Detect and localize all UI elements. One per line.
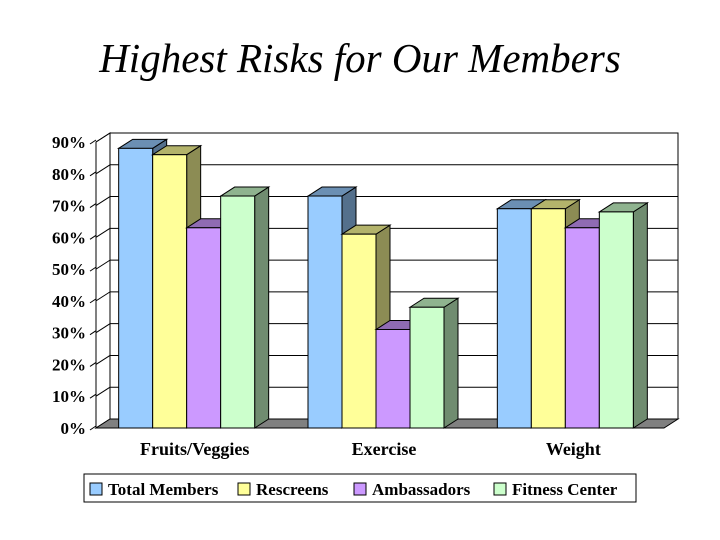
x-category-label: Exercise bbox=[352, 439, 417, 459]
bar bbox=[118, 147, 154, 429]
legend-swatch bbox=[493, 482, 507, 496]
gridline-side bbox=[95, 386, 111, 397]
gridline-side bbox=[95, 259, 111, 270]
y-tick-mark bbox=[89, 171, 97, 177]
x-category-label: Weight bbox=[546, 439, 601, 459]
y-tick-label: 70% bbox=[52, 197, 86, 216]
bar bbox=[564, 227, 600, 429]
bar bbox=[496, 208, 532, 429]
y-tick-label: 50% bbox=[52, 260, 86, 279]
bar-side bbox=[254, 186, 270, 429]
y-tick-label: 90% bbox=[52, 133, 86, 152]
y-tick-mark bbox=[89, 298, 97, 304]
bar bbox=[530, 208, 566, 429]
bar-side bbox=[443, 297, 459, 429]
legend-label: Fitness Center bbox=[512, 480, 618, 499]
plot-side-wall bbox=[95, 132, 111, 429]
y-tick-mark bbox=[89, 330, 97, 336]
gridline-side bbox=[95, 227, 111, 238]
y-tick-label: 10% bbox=[52, 387, 86, 406]
gridline-side bbox=[95, 164, 111, 175]
legend-label: Ambassadors bbox=[372, 480, 471, 499]
chart-title: Highest Risks for Our Members bbox=[99, 35, 621, 81]
bar bbox=[220, 195, 256, 429]
y-tick-mark bbox=[89, 425, 97, 431]
gridline-side bbox=[95, 355, 111, 365]
bar bbox=[341, 233, 377, 429]
y-tick-label: 20% bbox=[52, 355, 86, 374]
legend-swatch bbox=[237, 482, 251, 496]
gridline-side bbox=[95, 196, 111, 206]
legend-label: Total Members bbox=[108, 480, 219, 499]
x-category-label: Fruits/Veggies bbox=[140, 439, 249, 459]
y-tick-label: 0% bbox=[61, 419, 87, 438]
bar bbox=[152, 154, 188, 429]
legend-swatch bbox=[353, 482, 367, 496]
y-tick-mark bbox=[89, 139, 97, 145]
y-tick-mark bbox=[89, 393, 97, 399]
y-tick-mark bbox=[89, 234, 97, 240]
bar bbox=[409, 306, 445, 429]
bar bbox=[186, 227, 222, 429]
gridline-side bbox=[95, 323, 111, 334]
legend-swatch bbox=[89, 482, 103, 496]
bar-side bbox=[632, 201, 648, 429]
gridline-side bbox=[95, 291, 111, 302]
legend-label: Rescreens bbox=[256, 480, 329, 499]
y-tick-mark bbox=[89, 266, 97, 272]
bar bbox=[375, 328, 411, 429]
y-tick-label: 60% bbox=[52, 228, 86, 247]
y-tick-mark bbox=[89, 362, 97, 367]
y-tick-label: 30% bbox=[52, 324, 86, 343]
bar bbox=[598, 211, 634, 429]
y-tick-label: 80% bbox=[52, 165, 86, 184]
y-tick-mark bbox=[89, 203, 97, 208]
gridline-side bbox=[95, 132, 111, 143]
y-tick-label: 40% bbox=[52, 292, 86, 311]
bar bbox=[307, 195, 343, 429]
